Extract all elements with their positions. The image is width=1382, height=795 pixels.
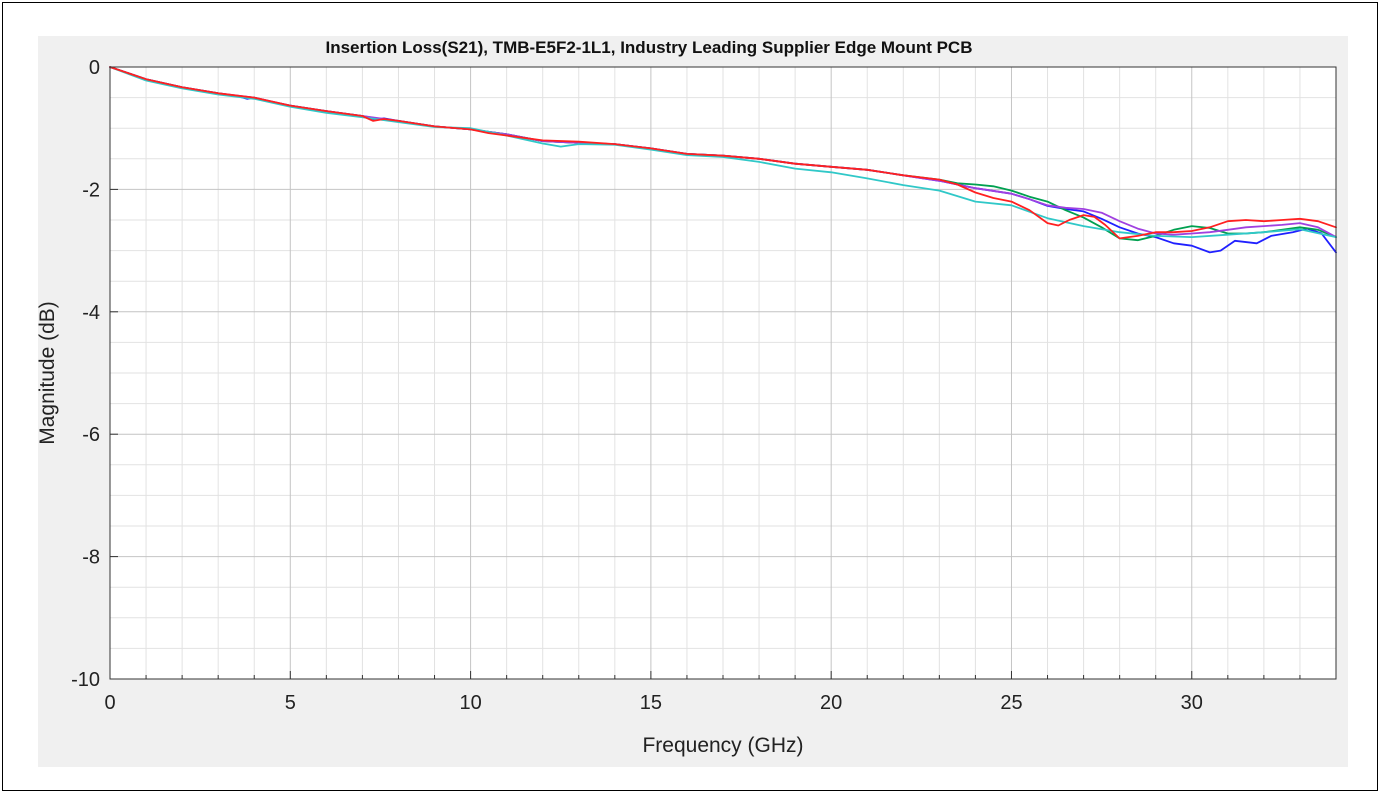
- x-tick-label: 5: [285, 692, 296, 714]
- series-line-5: [109, 66, 1337, 240]
- y-tick-label: -2: [82, 179, 100, 201]
- x-tick-label: 10: [459, 692, 481, 714]
- series-layer: [109, 66, 1337, 254]
- minor-gridlines: [110, 67, 1337, 679]
- chart-title: Insertion Loss(S21), TMB-E5F2-1L1, Indus…: [325, 38, 972, 57]
- y-tick-label: -4: [82, 302, 100, 324]
- tick-marks: [109, 66, 1337, 680]
- x-tick-labels: 0 5 10 15 20 25 30: [104, 692, 1202, 714]
- x-tick-label: 15: [640, 692, 662, 714]
- x-axis-title: Frequency (GHz): [642, 734, 803, 757]
- y-tick-label: -6: [82, 424, 100, 446]
- x-tick-label: 30: [1181, 692, 1203, 714]
- x-tick-label: 20: [820, 692, 842, 714]
- series-line-4: [109, 66, 1337, 239]
- x-tick-label: 0: [104, 692, 115, 714]
- y-tick-labels: 0 -2 -4 -6 -8 -10: [71, 57, 100, 691]
- y-axis-title: Magnitude (dB): [36, 301, 59, 445]
- y-tick-label: -8: [82, 547, 100, 569]
- y-tick-label: -10: [71, 669, 100, 691]
- major-gridlines: [110, 67, 1336, 679]
- y-tick-label: 0: [89, 57, 100, 79]
- x-tick-label: 25: [1000, 692, 1022, 714]
